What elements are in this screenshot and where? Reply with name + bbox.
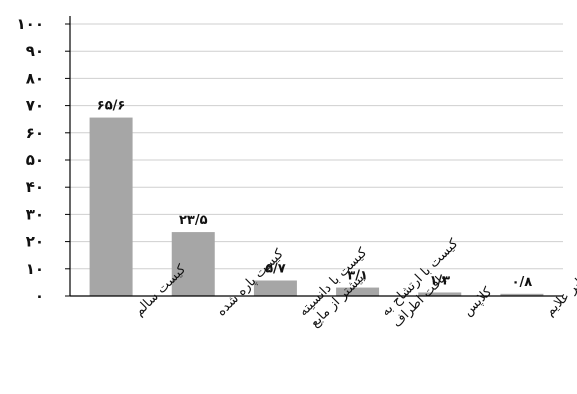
y-tick-label: ۳۰ — [26, 205, 44, 223]
y-tick-label: ۴۰ — [26, 178, 44, 196]
data-labels: ۶۵/۶ ۲۳/۵ ۵/۷ ۳/۱ ۱/۳ ۰/۸ — [97, 99, 532, 290]
y-tick-label: ۲۰ — [26, 233, 44, 251]
axes — [65, 16, 563, 297]
x-tick-label: کلاپس — [460, 284, 495, 319]
y-tick-label: ۰ — [35, 287, 44, 305]
data-label: ۶۵/۶ — [97, 99, 126, 114]
y-tick-label: ۶۰ — [26, 124, 44, 142]
bars — [89, 117, 544, 297]
data-label: ۳/۱ — [347, 269, 368, 284]
y-tick-label: ۱۰۰ — [17, 15, 44, 33]
y-tick-label: ۷۰ — [26, 97, 44, 115]
bar — [418, 292, 462, 296]
data-label: ۲۳/۵ — [179, 213, 208, 228]
x-tick-label-line: سایر علایم — [543, 268, 577, 319]
bar — [336, 287, 380, 296]
y-tick-label: ۸۰ — [26, 69, 44, 87]
bar — [171, 232, 215, 296]
y-tick-label: ۱۰ — [26, 260, 44, 278]
grid-lines — [70, 23, 563, 270]
x-tick-label: سایر علایم — [543, 268, 577, 319]
bar — [253, 280, 297, 296]
x-tick-label-line: کلاپس — [460, 284, 495, 319]
bar — [500, 293, 544, 296]
data-label: ۱/۳ — [429, 273, 450, 288]
y-tick-label: ۵۰ — [26, 151, 44, 169]
y-tick-label: ۹۰ — [26, 42, 44, 60]
data-label: ۰/۸ — [512, 275, 533, 290]
data-label: ۵/۷ — [265, 261, 286, 276]
bar — [89, 117, 133, 297]
y-tick-labels: ۰ ۱۰ ۲۰ ۳۰ ۴۰ ۵۰ ۶۰ ۷۰ ۸۰ ۹۰ ۱۰۰ — [17, 15, 44, 305]
